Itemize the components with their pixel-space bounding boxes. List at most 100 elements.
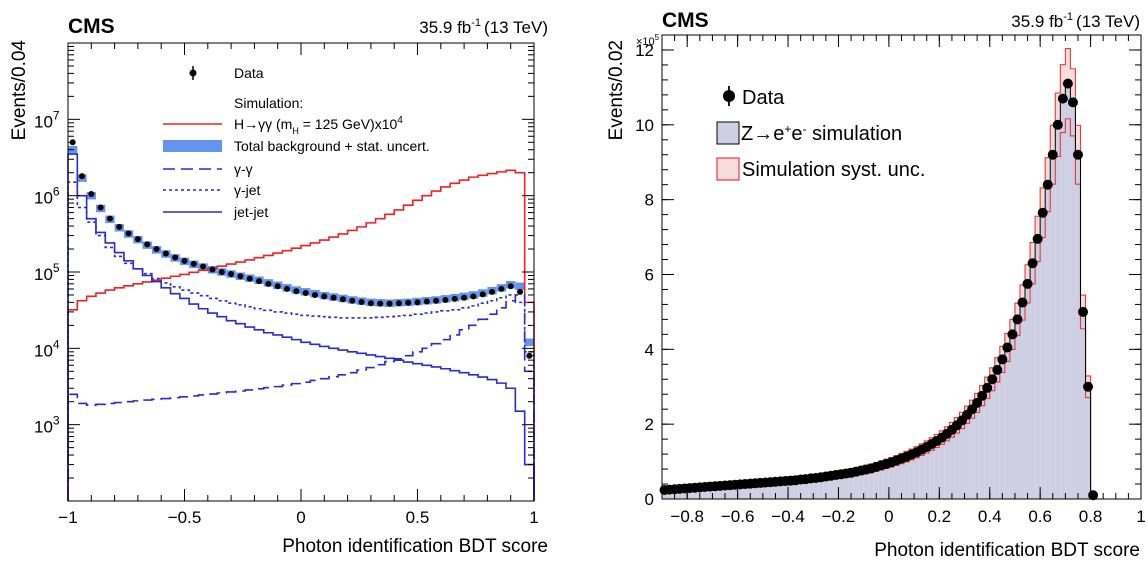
sim-bin	[1014, 319, 1020, 499]
data-point	[972, 397, 983, 408]
x-tick-label: 1	[1136, 507, 1145, 526]
x-tick-label: 0.8	[1079, 507, 1103, 526]
left-x-axis-label: Photon identification BDT score	[282, 536, 548, 557]
sim-bin	[924, 446, 930, 499]
data-point	[237, 273, 244, 280]
sim-bin	[929, 443, 935, 499]
data-point	[489, 288, 496, 295]
sim-bin	[1040, 212, 1046, 499]
data-point	[470, 293, 477, 300]
sim-bin	[772, 481, 778, 499]
sim-bin	[722, 485, 728, 499]
data-point	[106, 215, 113, 222]
sim-bin	[752, 483, 758, 499]
x-tick-label: 0.6	[1028, 507, 1052, 526]
sim-bin	[1019, 302, 1026, 499]
legend-syst-swatch	[716, 157, 740, 181]
sim-bin	[994, 369, 1000, 499]
data-point	[349, 297, 356, 304]
data-point	[125, 230, 132, 237]
left-axes: −1 −0.5 0 0.5 1 103 104 105 106 107	[34, 42, 539, 527]
sim-bin	[934, 441, 940, 499]
right-legend: Data Z→e+e- simulation Simulation syst. …	[716, 86, 925, 181]
sim-bin	[818, 477, 824, 499]
sim-bin	[1025, 283, 1031, 499]
sim-bin	[893, 460, 899, 499]
sim-bin	[858, 470, 864, 499]
sim-bin	[1070, 102, 1076, 500]
data-point	[1052, 119, 1063, 130]
left-panel: CMS 35.9 fb-1 (13 TeV) −1 −0.5 0 0.5 1 103 104 1…	[9, 15, 548, 557]
x-tick-label: −0.5	[168, 508, 202, 527]
sim-bin	[989, 379, 995, 499]
sim-bin	[833, 475, 839, 499]
sim-bin	[999, 359, 1005, 499]
data-point	[1002, 342, 1013, 353]
sim-bin	[843, 473, 849, 499]
legend-gj-label: γ-jet	[234, 182, 261, 198]
data-point	[218, 269, 225, 275]
data-point	[1042, 179, 1053, 190]
y-tick-label: 103	[34, 414, 60, 437]
sim-bin	[737, 484, 743, 499]
sim-bin	[767, 482, 773, 499]
sim-bin	[904, 456, 910, 499]
legend-band-swatch	[163, 140, 222, 152]
legend-data-marker	[723, 90, 735, 102]
sim-bin	[898, 458, 905, 499]
data-point	[181, 257, 188, 264]
data-point	[1083, 381, 1094, 392]
data-point	[97, 204, 104, 211]
left-legend: Data Simulation: H→γγ (mH = 125 GeV)x104…	[163, 65, 430, 220]
sim-bin	[1050, 154, 1056, 499]
y-tick-label: 104	[34, 337, 60, 360]
data-point	[405, 299, 412, 306]
sim-bin	[1085, 386, 1091, 499]
jj-histogram	[67, 153, 535, 501]
left-plot-layers	[67, 139, 535, 501]
data-point	[321, 293, 328, 300]
sim-bin	[964, 414, 970, 499]
sim-bin	[1055, 124, 1061, 499]
data-point	[265, 280, 272, 287]
data-point	[1012, 314, 1023, 325]
data-point	[144, 241, 151, 248]
data-point	[78, 173, 85, 180]
sim-bin	[692, 487, 698, 499]
y-tick-label: 106	[34, 185, 60, 208]
data-point	[1067, 97, 1078, 108]
data-point	[442, 296, 449, 303]
sim-bin	[828, 475, 834, 499]
left-y-axis-label: Events/0.04	[9, 40, 30, 141]
sim-bin	[944, 433, 950, 499]
legend-band-label: Total background + stat. uncert.	[234, 138, 430, 154]
sim-bin	[783, 481, 789, 499]
data-point	[88, 191, 95, 198]
sim-bin	[1060, 98, 1066, 499]
data-point	[451, 295, 458, 302]
sim-bin	[939, 437, 945, 499]
right-panel: CMS 35.9 fb-1 (13 TeV) ×105 −0.8 −0.6 −0.4−…	[606, 9, 1146, 561]
x-tick-label: 0.4	[978, 507, 1002, 526]
data-point	[423, 298, 430, 305]
data-point	[134, 236, 141, 243]
right-x-axis-label: Photon identification BDT score	[874, 540, 1140, 559]
sim-bin	[979, 395, 985, 499]
sim-bin	[687, 488, 693, 499]
data-point	[172, 254, 179, 261]
sim-bin	[1045, 184, 1051, 499]
data-point	[302, 290, 309, 297]
data-point	[228, 271, 235, 278]
sim-bin	[798, 479, 804, 499]
sim-bin	[969, 409, 975, 499]
sim-bin	[1075, 154, 1081, 499]
data-point	[1037, 207, 1048, 218]
legend-sim-swatch	[716, 121, 740, 145]
data-point	[433, 297, 440, 304]
data-point	[190, 260, 197, 267]
data-point	[274, 283, 281, 290]
data-point	[1027, 258, 1038, 269]
